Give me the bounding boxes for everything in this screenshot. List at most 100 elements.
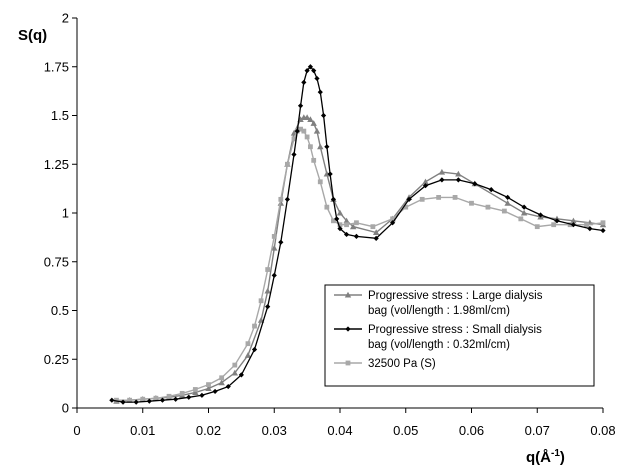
y-tick-label: 1.5 (51, 108, 69, 123)
data-point (373, 235, 379, 241)
data-point (587, 226, 593, 232)
data-point (331, 218, 336, 224)
data-point (231, 369, 238, 376)
data-point (265, 304, 271, 310)
data-point (314, 75, 320, 82)
data-point (212, 388, 218, 395)
data-point (537, 212, 544, 218)
data-point (584, 222, 589, 228)
data-point (390, 216, 395, 222)
data-point (304, 134, 310, 140)
data-point (264, 287, 271, 294)
data-point (330, 196, 337, 202)
data-point (534, 224, 540, 230)
data-point (600, 220, 606, 226)
data-point (567, 222, 573, 228)
y-tick-label: 0.75 (44, 254, 69, 269)
y-tick-label: 0 (62, 401, 69, 416)
data-point (313, 127, 321, 134)
data-point (225, 383, 231, 390)
data-point (120, 399, 126, 405)
data-point (419, 196, 425, 202)
data-point (438, 168, 446, 175)
data-point (109, 397, 115, 403)
data-point (285, 161, 290, 167)
data-point (245, 341, 251, 347)
data-point (317, 89, 323, 95)
data-point (327, 171, 333, 177)
data-point (469, 200, 474, 206)
data-point (353, 233, 360, 239)
data-point (334, 216, 340, 222)
data-point (518, 216, 524, 222)
data-point (344, 222, 349, 228)
data-point (488, 187, 494, 193)
data-point (140, 396, 146, 402)
data-point (337, 226, 343, 232)
data-point (294, 128, 300, 134)
data-point (600, 227, 606, 234)
data-point (436, 195, 442, 200)
data-point (311, 157, 317, 163)
data-point (271, 244, 278, 251)
x-tick-label: 0.04 (327, 423, 352, 438)
data-point (452, 195, 458, 200)
data-point (455, 177, 461, 183)
data-point (336, 209, 344, 216)
data-point (219, 375, 225, 381)
data-point (324, 204, 330, 210)
data-point (570, 222, 577, 228)
legend-label: 32500 Pa (S) (368, 358, 436, 370)
data-point (205, 385, 212, 392)
data-point (278, 239, 284, 245)
data-point (192, 387, 198, 392)
data-point (307, 64, 314, 70)
data-point (372, 229, 380, 236)
data-point (232, 362, 238, 368)
data-point (297, 103, 304, 109)
legend: Progressive stress : Large dialysis bag (… (324, 284, 595, 387)
data-point (153, 395, 159, 401)
data-point (317, 143, 324, 150)
data-point (551, 222, 557, 228)
data-point (218, 379, 225, 386)
data-point (554, 218, 560, 224)
data-point (265, 267, 271, 272)
data-point (310, 120, 317, 126)
data-point (258, 298, 264, 304)
data-point (485, 204, 491, 210)
y-tick-label: 1.25 (44, 157, 69, 172)
data-point (422, 178, 429, 185)
legend-label: Progressive stress : Small dialysis (368, 324, 542, 336)
data-point (271, 234, 277, 239)
data-point (284, 196, 290, 202)
data-point (146, 398, 152, 404)
x-tick-label: 0.01 (130, 423, 155, 438)
data-point (403, 204, 409, 210)
series-3 (114, 126, 606, 403)
data-point (370, 224, 376, 230)
x-tick-label: 0.03 (262, 423, 287, 438)
x-axis-title-sup: -1 (551, 448, 560, 459)
legend-label: bag (vol/length : 0.32ml/cm) (368, 339, 510, 351)
data-point (505, 194, 511, 200)
data-point (238, 372, 244, 378)
data-point (271, 272, 277, 278)
series-2 (109, 64, 606, 405)
data-point (179, 390, 185, 396)
data-point (291, 136, 297, 142)
legend-entry-3: 32500 Pa (S) (334, 358, 436, 370)
y-tick-label: 0.5 (51, 303, 69, 318)
data-point (301, 79, 307, 85)
data-point (186, 394, 192, 400)
x-tick-label: 0.07 (525, 423, 550, 438)
legend-entry-1: Progressive stress : Large dialysis bag (… (334, 290, 543, 317)
legend-swatch-marker (345, 326, 351, 332)
data-point (303, 114, 311, 121)
data-point (422, 183, 429, 189)
data-point (301, 128, 307, 134)
data-point (343, 231, 350, 238)
data-point (520, 209, 528, 216)
